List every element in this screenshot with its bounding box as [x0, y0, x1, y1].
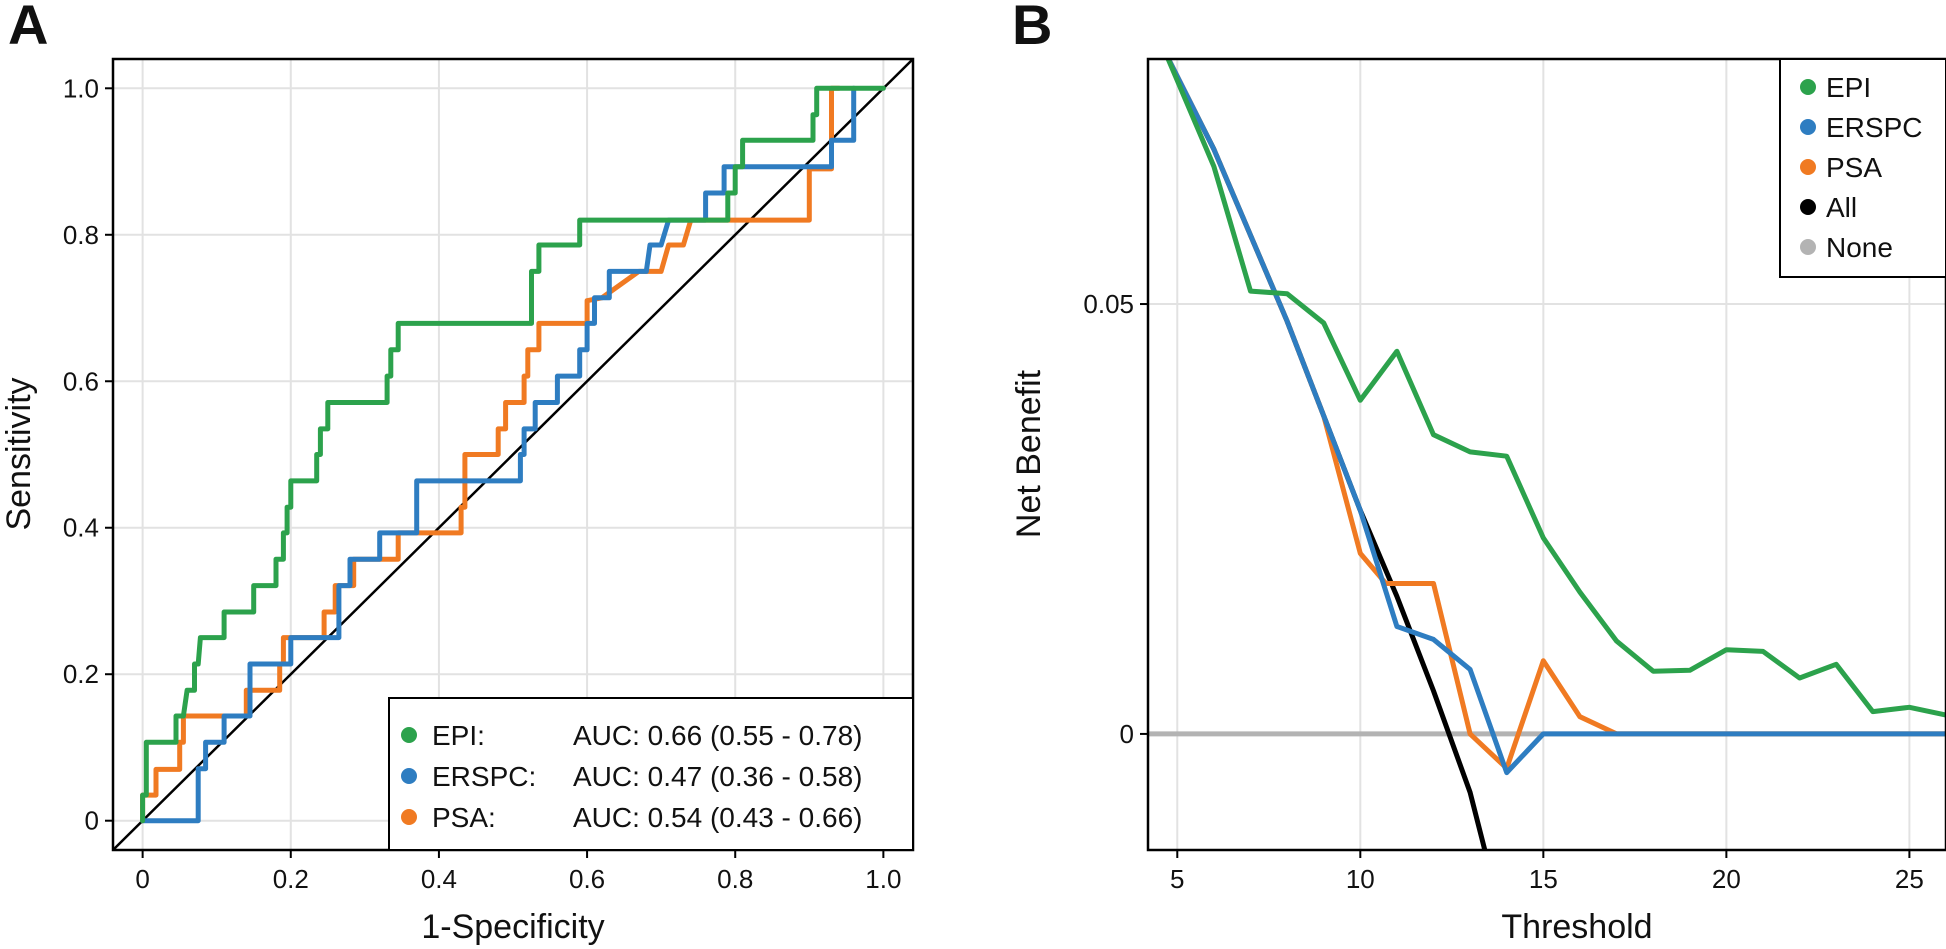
legend-marker-epi	[401, 727, 417, 743]
roc-y-tick-label: 0.6	[63, 366, 99, 396]
legend-marker-erspc	[1800, 119, 1816, 135]
dca-x-tick-label: 20	[1712, 864, 1741, 894]
roc-x-tick-label: 1.0	[865, 864, 901, 894]
roc-y-tick-label: 0.2	[63, 659, 99, 689]
dca-plot-frame	[1146, 57, 1946, 852]
dca-ticks: 5 10 15 20 25 0 0.05	[1083, 289, 1923, 894]
dca-y-axis-label: Net Benefit	[1010, 369, 1048, 538]
roc-series-psa	[140, 85, 842, 824]
roc-y-tick-label: 0.8	[63, 220, 99, 250]
legend-marker-all	[1800, 199, 1816, 215]
dca-x-tick-label: 5	[1170, 864, 1184, 894]
roc-y-tick-label: 1.0	[63, 73, 99, 103]
dca-panel: B 5 10 15 20 25 0 0.05 Threshold Net Benefit E…	[1010, 0, 1946, 946]
roc-legend-box	[388, 697, 914, 851]
legend-auc-erspc: AUC: 0.47 (0.36 - 0.58)	[573, 761, 862, 792]
legend-marker-psa	[401, 809, 417, 825]
legend-label-epi: EPI:	[432, 720, 485, 751]
legend-marker-epi	[1800, 79, 1816, 95]
legend-label-none: None	[1826, 232, 1893, 263]
roc-x-tick-label: 0	[135, 864, 149, 894]
roc-panel: A 0 0.2 0.4 0.6 0.8 1.0 0 0.2 0.4 0.6 0.8 1.0 1-Spe…	[0, 0, 915, 946]
legend-marker-none	[1800, 239, 1816, 255]
roc-legend: EPI: AUC: 0.66 (0.55 - 0.78) ERSPC: AUC:…	[388, 697, 914, 851]
legend-label-erspc: ERSPC:	[432, 761, 536, 792]
dca-series-epi	[1165, 59, 1946, 718]
roc-x-axis-label: 1-Specificity	[421, 908, 604, 946]
panel-label-b: B	[1012, 0, 1052, 56]
roc-x-tick-label: 0.8	[717, 864, 753, 894]
roc-y-tick-label: 0	[85, 806, 99, 836]
roc-x-tick-label: 0.2	[273, 864, 309, 894]
legend-marker-erspc	[401, 768, 417, 784]
dca-y-tick-label: 0	[1120, 719, 1134, 749]
panel-label-a: A	[8, 0, 48, 56]
legend-label-psa: PSA:	[432, 802, 496, 833]
legend-marker-psa	[1800, 159, 1816, 175]
dca-series-erspc	[1165, 59, 1946, 776]
dca-x-axis-label: Threshold	[1501, 908, 1652, 946]
legend-auc-epi: AUC: 0.66 (0.55 - 0.78)	[573, 720, 862, 751]
dca-legend: EPI ERSPC PSA All None	[1779, 58, 1946, 278]
roc-ticks: 0 0.2 0.4 0.6 0.8 1.0 0 0.2 0.4 0.6 0.8 1.0	[63, 73, 902, 894]
dca-x-tick-label: 10	[1346, 864, 1375, 894]
roc-x-tick-label: 0.6	[569, 864, 605, 894]
dca-x-tick-label: 15	[1529, 864, 1558, 894]
legend-label-erspc: ERSPC	[1826, 112, 1922, 143]
roc-grid	[113, 59, 913, 850]
roc-series-epi	[140, 85, 886, 824]
legend-auc-psa: AUC: 0.54 (0.43 - 0.66)	[573, 802, 862, 833]
dca-y-tick-label: 0.05	[1083, 289, 1134, 319]
legend-label-all: All	[1826, 192, 1857, 223]
dca-series	[1148, 59, 1946, 850]
legend-label-epi: EPI	[1826, 72, 1871, 103]
dca-x-tick-label: 25	[1895, 864, 1924, 894]
roc-y-tick-label: 0.4	[63, 513, 99, 543]
roc-x-tick-label: 0.4	[421, 864, 457, 894]
roc-y-axis-label: Sensitivity	[0, 377, 38, 530]
legend-label-psa: PSA	[1826, 152, 1882, 183]
roc-series	[140, 85, 886, 824]
